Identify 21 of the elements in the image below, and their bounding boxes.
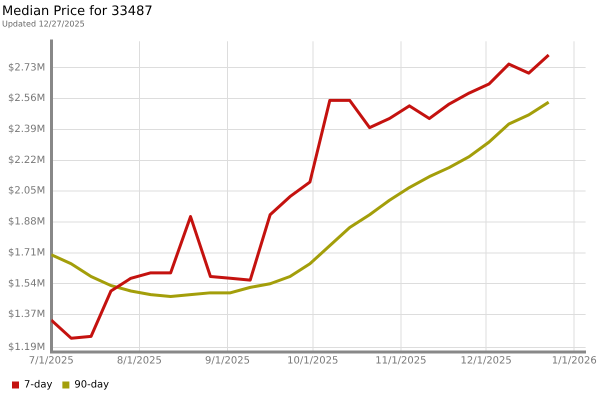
y-tick-label: $1.71M xyxy=(8,247,46,258)
y-tick-label: $1.37M xyxy=(8,309,46,320)
x-tick-label: 8/1/2025 xyxy=(116,356,162,367)
x-tick-label: 10/1/2025 xyxy=(287,356,338,367)
legend-label: 7-day xyxy=(24,380,52,391)
y-tick-label: $1.54M xyxy=(8,278,46,290)
x-tick-label: 12/1/2025 xyxy=(460,356,512,367)
x-tick-label: 9/1/2025 xyxy=(205,356,250,367)
y-tick-label: $2.39M xyxy=(8,124,46,136)
chart-subtitle: Updated 12/27/2025 xyxy=(2,19,85,28)
y-tick-label: $2.22M xyxy=(8,154,46,166)
y-tick-label: $2.73M xyxy=(8,62,46,74)
x-tick-label: 1/1/2026 xyxy=(552,356,597,367)
y-tick-label: $1.88M xyxy=(8,216,46,228)
legend-label: 90-day xyxy=(74,380,110,391)
x-tick-label: 7/1/2025 xyxy=(28,356,74,367)
y-tick-label: $1.19M xyxy=(8,342,46,353)
chart-title: Median Price for 33487 xyxy=(2,4,153,20)
x-tick-label: 11/1/2025 xyxy=(375,356,427,367)
y-tick-label: $2.05M xyxy=(8,186,46,197)
y-tick-label: $2.56M xyxy=(8,93,46,104)
